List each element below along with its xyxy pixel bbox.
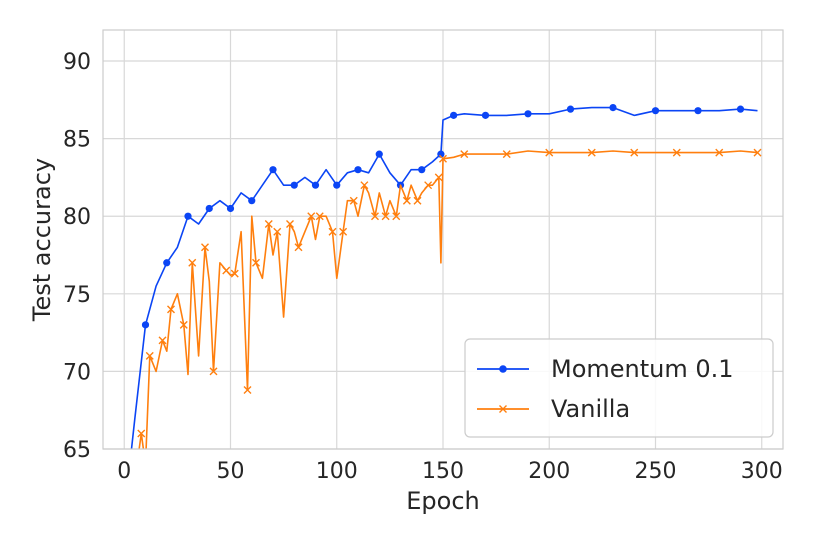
data-point	[609, 103, 617, 112]
legend: Momentum 0.1 Vanilla	[464, 338, 774, 438]
data-point	[360, 181, 369, 190]
plot-area	[130, 103, 762, 449]
data-point	[145, 351, 154, 360]
data-point	[339, 227, 348, 236]
data-point	[672, 148, 681, 157]
legend-marker	[499, 365, 507, 373]
data-point	[137, 429, 146, 438]
data-point	[315, 212, 324, 221]
data-point	[141, 321, 150, 329]
data-point	[184, 212, 192, 220]
data-point	[715, 148, 724, 157]
data-point	[450, 111, 458, 119]
data-point	[333, 181, 341, 189]
legend-item: Momentum 0.1	[477, 355, 734, 383]
data-point	[694, 107, 702, 115]
data-point	[651, 107, 660, 115]
legend-box	[464, 338, 774, 438]
x-tick-label: 200	[528, 459, 570, 484]
data-point	[222, 266, 231, 275]
data-point	[264, 219, 273, 228]
y-axis-label: Test accuracy	[28, 158, 56, 322]
data-point	[307, 212, 316, 221]
data-point	[205, 204, 213, 213]
data-point	[209, 367, 218, 376]
series-1	[130, 103, 758, 449]
data-point	[269, 166, 277, 174]
data-point	[311, 181, 320, 189]
data-point	[188, 258, 197, 267]
data-point	[402, 196, 411, 205]
data-point	[736, 105, 745, 113]
data-point	[418, 166, 426, 174]
y-tick-label: 75	[63, 283, 91, 308]
data-point	[158, 336, 167, 345]
y-tick-label: 85	[63, 128, 91, 153]
data-point	[328, 227, 337, 236]
x-tick-label: 250	[635, 459, 677, 484]
data-point	[439, 154, 447, 163]
data-point	[226, 204, 235, 213]
tick-labels: 0 50 100 150 200 250 300 65 70 75 80 85 90	[63, 50, 783, 484]
y-tick-label: 65	[63, 438, 91, 463]
legend-item: Vanilla	[477, 395, 630, 423]
x-axis-label: Epoch	[406, 487, 480, 515]
legend-label: Momentum 0.1	[551, 355, 734, 383]
y-tick-label: 90	[63, 50, 91, 75]
data-point	[167, 305, 175, 314]
data-point	[524, 110, 532, 118]
x-tick-label: 150	[422, 459, 464, 484]
series-2	[137, 148, 762, 449]
y-tick-label: 80	[63, 205, 91, 230]
data-point	[753, 148, 762, 157]
data-point	[163, 259, 171, 267]
data-point	[545, 148, 554, 157]
data-point	[381, 212, 390, 221]
data-point	[375, 150, 383, 158]
data-point	[294, 243, 303, 252]
data-point	[248, 197, 256, 205]
data-point	[286, 219, 294, 228]
data-point	[392, 212, 401, 221]
data-point	[630, 148, 639, 157]
data-point	[230, 269, 239, 278]
plot-frame	[102, 29, 784, 450]
legend-marker	[499, 405, 507, 413]
data-point	[460, 150, 469, 159]
data-point	[252, 258, 260, 267]
data-point	[434, 173, 443, 182]
data-point	[371, 212, 379, 221]
x-tick-label: 0	[117, 459, 131, 484]
legend-label: Vanilla	[551, 395, 630, 423]
data-point	[413, 196, 422, 205]
data-point	[437, 150, 445, 158]
x-tick-label: 300	[741, 459, 783, 484]
x-tick-label: 50	[217, 459, 245, 484]
data-point	[424, 181, 433, 190]
data-point	[349, 196, 358, 205]
data-point	[201, 243, 209, 252]
data-point	[566, 105, 575, 113]
data-point	[354, 166, 362, 174]
data-point	[587, 148, 596, 157]
data-point	[243, 386, 252, 395]
data-point	[481, 111, 490, 119]
data-point	[502, 150, 511, 159]
data-point	[290, 181, 298, 189]
y-tick-label: 70	[63, 360, 91, 385]
data-point	[179, 320, 188, 329]
data-point	[273, 227, 282, 236]
x-tick-label: 100	[316, 459, 358, 484]
